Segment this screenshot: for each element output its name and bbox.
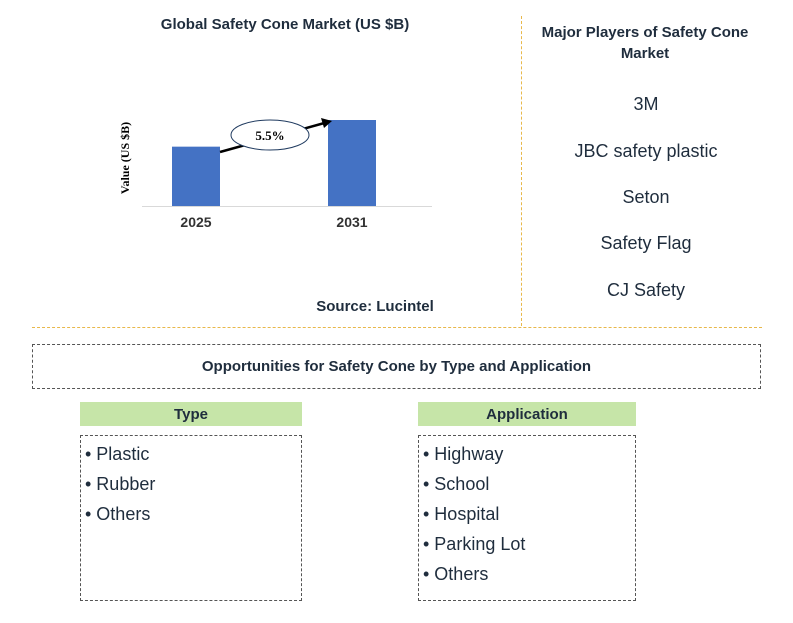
application-item: • Hospital [423,504,500,524]
x-tick-2025: 2025 [180,214,211,230]
application-item: • School [423,474,490,494]
player-item: JBC safety plastic [574,141,718,161]
cagr-label: 5.5% [255,128,284,143]
growth-arrow-head [321,118,332,128]
type-item: • Others [85,504,151,524]
y-axis-label: Value (US $B) [118,122,132,194]
type-header: Type [80,402,302,426]
application-item: • Highway [423,444,504,464]
type-item: • Plastic [85,444,150,464]
bar-chart: Value (US $B) 2025 2031 5.5% [118,118,432,230]
horizontal-divider [32,327,762,328]
player-item: 3M [633,94,659,114]
cagr-ellipse [230,119,310,151]
chart-source: Source: Lucintel [316,298,434,315]
application-list: • Highway • School • Hospital • Parking … [418,435,636,601]
application-header: Application [418,402,636,426]
players-title: Major Players of Safety Cone Market [541,24,749,62]
opportunities-title: Opportunities for Safety Cone by Type an… [32,344,761,389]
application-item: • Parking Lot [423,534,526,554]
player-item: CJ Safety [606,280,686,300]
type-list: • Plastic • Rubber • Others [80,435,302,601]
player-item: Seton [622,187,670,207]
player-item: Safety Flag [600,233,692,253]
bar-2025 [172,146,220,206]
application-item: • Others [423,564,489,584]
chart-title: Global Safety Cone Market (US $B) [160,16,410,33]
opportunities-title-text: Opportunities for Safety Cone by Type an… [201,358,592,375]
bar-2031 [328,120,376,206]
x-tick-2031: 2031 [336,214,367,230]
vertical-divider [521,16,522,326]
type-item: • Rubber [85,474,156,494]
